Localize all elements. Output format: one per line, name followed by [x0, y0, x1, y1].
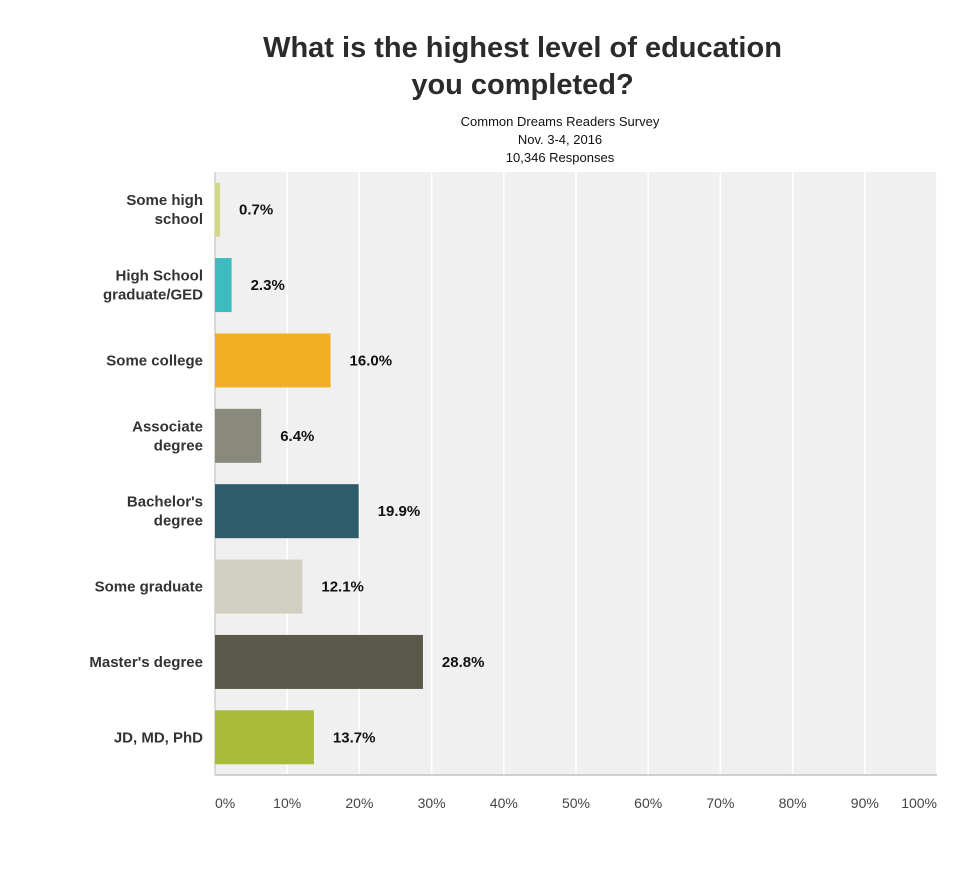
subtitle-survey-name: Common Dreams Readers Survey: [460, 114, 660, 129]
category-label-2: Some college: [106, 352, 203, 369]
x-tick-label-2: 20%: [345, 795, 373, 811]
category-label-1-line-0: High School: [116, 268, 204, 285]
bar-6: [215, 634, 423, 689]
x-tick-label-7: 70%: [706, 795, 734, 811]
x-tick-label-9: 90%: [851, 795, 879, 811]
bar-7: [215, 710, 314, 765]
chart-title-line-1: What is the highest level of education: [263, 32, 782, 64]
value-label-2: 16.0%: [350, 352, 393, 369]
x-tick-label-4: 40%: [490, 795, 518, 811]
category-label-5: Some graduate: [95, 579, 203, 596]
subtitle-date: Nov. 3-4, 2016: [517, 132, 603, 147]
value-label-5: 12.1%: [321, 579, 364, 596]
value-label-6: 28.8%: [442, 654, 485, 671]
value-label-3: 6.4%: [280, 428, 314, 445]
category-label-7: JD, MD, PhD: [114, 729, 203, 746]
value-label-0: 0.7%: [239, 202, 273, 219]
x-tick-label-0: 0%: [215, 795, 235, 811]
category-label-0-line-0: Some high: [126, 192, 203, 209]
chart-title-line-2: you completed?: [411, 69, 634, 101]
chart-title: What is the highest level of education y…: [0, 30, 980, 104]
x-tick-label-10: 100%: [901, 795, 937, 811]
chart-subtitle: Common Dreams Readers Survey Nov. 3-4, 2…: [420, 113, 700, 167]
bar-2: [215, 333, 331, 388]
x-tick-label-6: 60%: [634, 795, 662, 811]
bar-1: [215, 258, 232, 313]
x-tick-label-5: 50%: [562, 795, 590, 811]
category-label-0-line-1: school: [155, 211, 203, 228]
category-label-4-line-1: degree: [154, 513, 203, 530]
bar-5: [215, 559, 303, 614]
bar-0: [215, 182, 221, 237]
value-label-4: 19.9%: [378, 503, 421, 520]
category-label-4-line-0: Bachelor's: [127, 494, 203, 511]
category-label-6: Master's degree: [89, 654, 203, 671]
x-tick-label-1: 10%: [273, 795, 301, 811]
subtitle-responses: 10,346 Responses: [505, 150, 615, 165]
x-tick-label-3: 30%: [418, 795, 446, 811]
category-label-1-line-1: graduate/GED: [103, 287, 203, 304]
bar-3: [215, 408, 262, 463]
category-label-3-line-1: degree: [154, 437, 203, 454]
value-label-7: 13.7%: [333, 729, 376, 746]
bar-4: [215, 484, 359, 539]
x-tick-label-8: 80%: [779, 795, 807, 811]
value-label-1: 2.3%: [251, 277, 285, 294]
category-label-3-line-0: Associate: [132, 418, 203, 435]
